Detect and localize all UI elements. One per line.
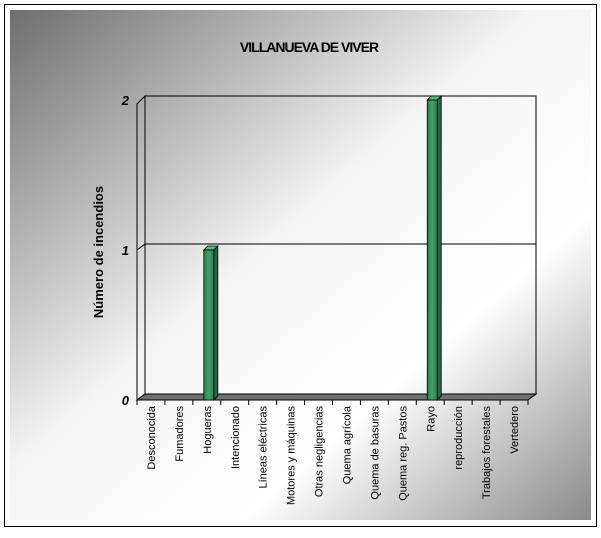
- x-tick-label: Hogueras: [202, 406, 214, 454]
- gridline-side: [136, 243, 146, 251]
- plot-floor: [135, 393, 538, 401]
- x-tick-label: Líneas eléctricas: [258, 406, 270, 489]
- x-tick-label: Intencionado: [230, 406, 242, 469]
- x-tick-label: Vertedero: [509, 406, 521, 454]
- bar: [426, 95, 443, 401]
- x-tick-label: Quema agrícola: [341, 405, 353, 484]
- bar-front: [426, 99, 438, 401]
- x-tick-label: Trabajos forestales: [481, 406, 493, 500]
- y-axis-label: Número de incendios: [91, 186, 106, 318]
- x-tick-label: reproducción: [453, 406, 465, 470]
- x-tick-label: Rayo: [425, 406, 437, 432]
- chart-title: VILLANUEVA DE VIVER: [240, 39, 379, 55]
- x-tick-label: Fumadores: [174, 406, 186, 462]
- bar-side: [213, 245, 219, 401]
- bar: [202, 245, 219, 401]
- x-axis-ticks: Desconocida Fumadores Hogueras Intencionado…: [136, 400, 529, 506]
- y-tick-label: 0: [122, 393, 130, 408]
- gridlines: [136, 243, 536, 251]
- x-tick-label: Quema de basuras: [369, 406, 381, 500]
- y-tick-label: 1: [122, 243, 129, 258]
- bar-front: [203, 249, 215, 401]
- x-tick-label: Quema reg. Pastos: [397, 406, 409, 501]
- bar-side: [436, 95, 442, 401]
- x-tick-label: Motores y máquinas: [286, 406, 298, 506]
- x-tick-label: Otras negligencias: [314, 406, 326, 498]
- bars: [202, 95, 443, 401]
- chart-background: [10, 10, 591, 520]
- x-tick-label: Desconocida: [146, 405, 158, 469]
- y-tick-label: 2: [121, 93, 130, 108]
- y-axis-ticks: 0 1 2: [121, 93, 130, 408]
